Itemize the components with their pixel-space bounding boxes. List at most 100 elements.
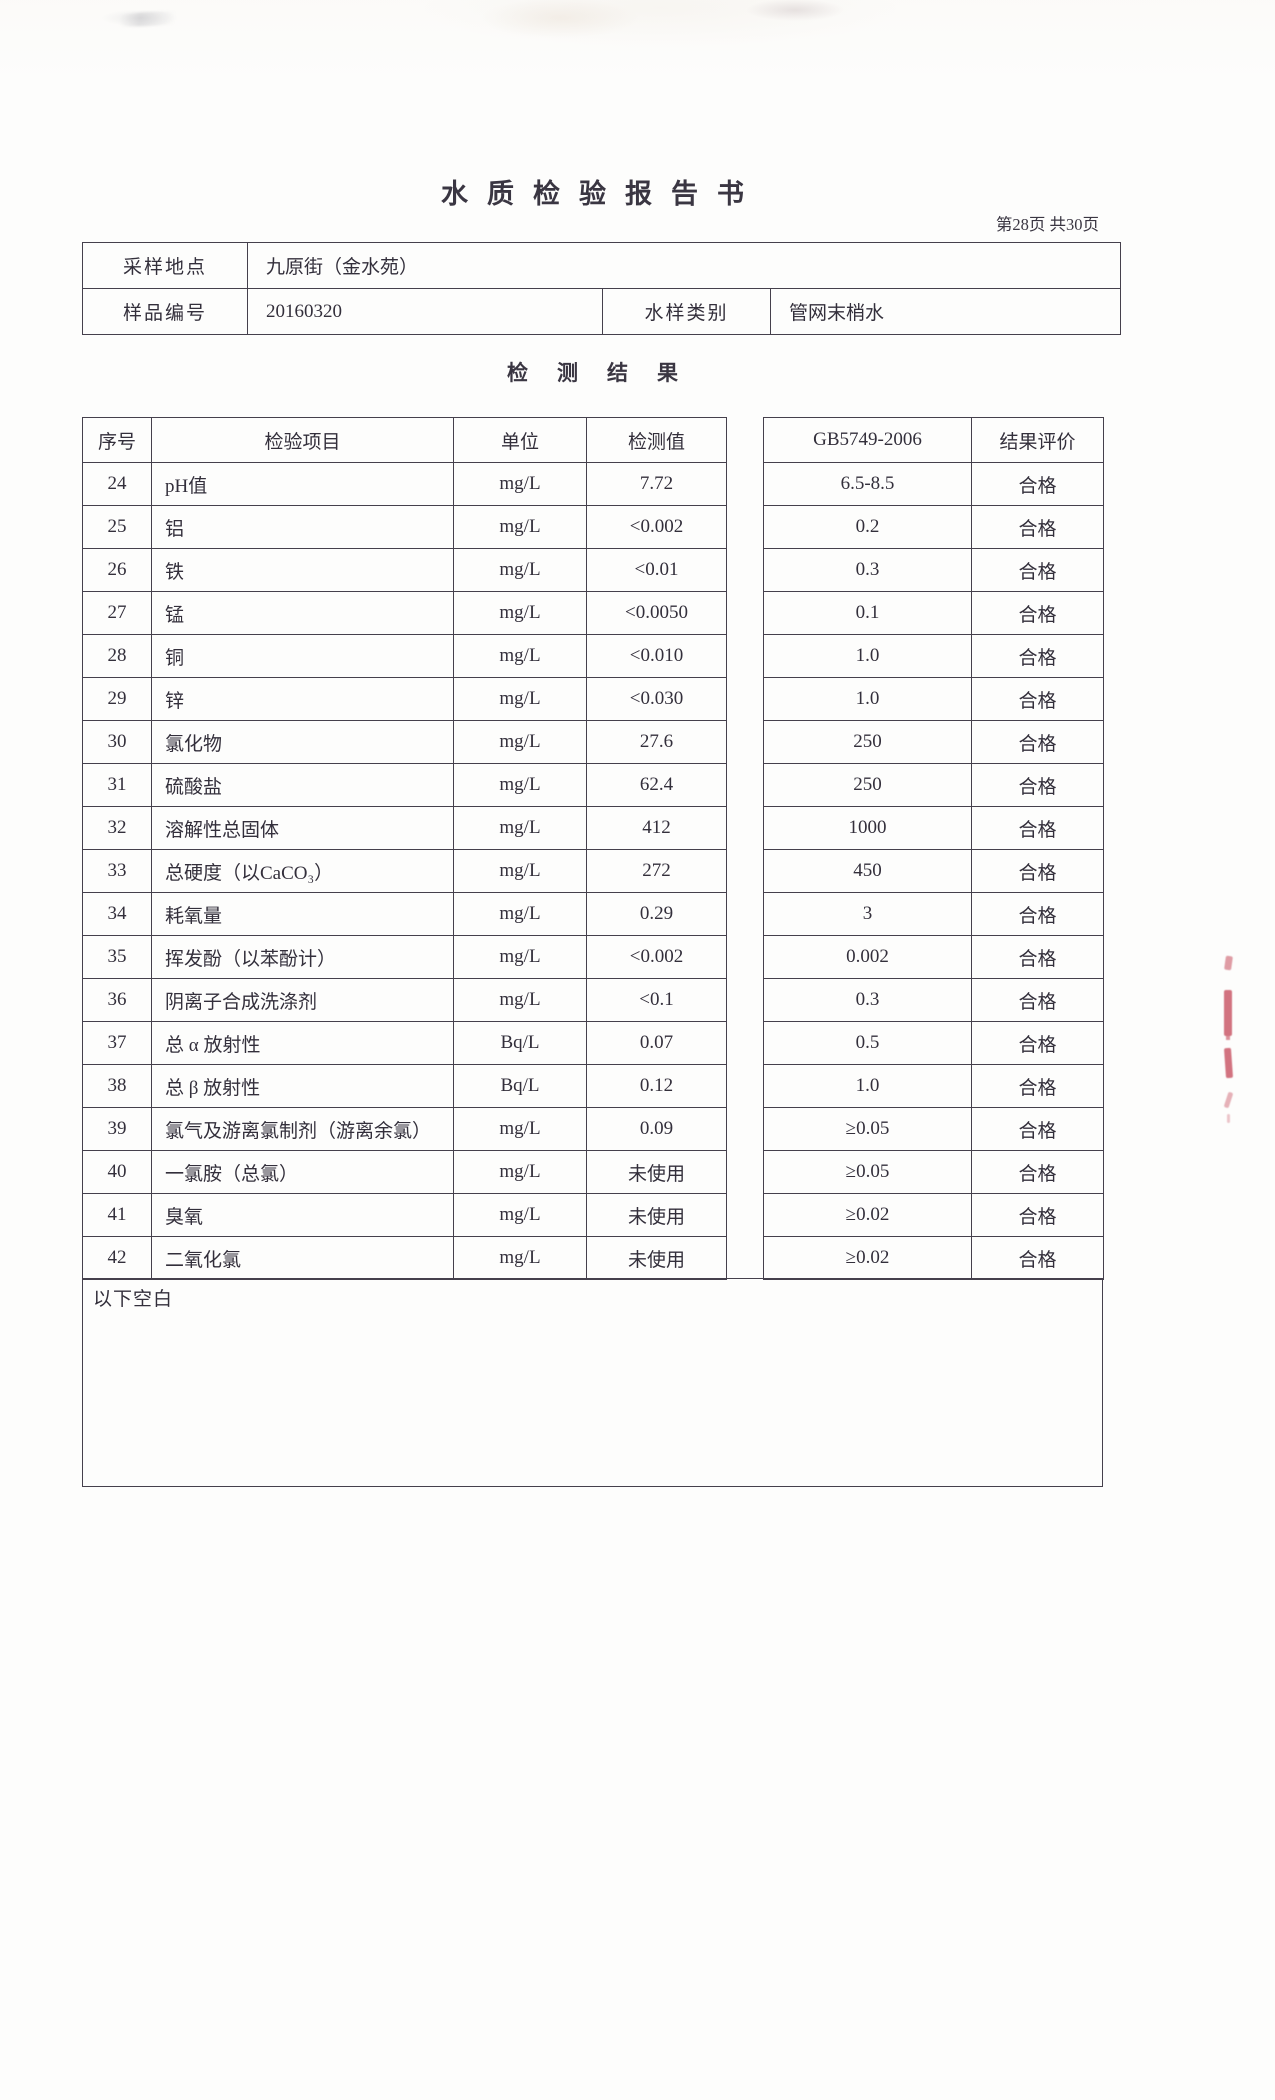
header-evaluation: 结果评价 bbox=[971, 417, 1104, 463]
cell-standard: 0.1 bbox=[763, 591, 972, 635]
cell-evaluation: 合格 bbox=[971, 935, 1104, 979]
cell-no: 25 bbox=[82, 505, 152, 549]
cell-evaluation: 合格 bbox=[971, 720, 1104, 764]
cell-standard: 450 bbox=[763, 849, 972, 893]
results-header-row: 序号 检验项目 单位 检测值 GB5749-2006 结果评价 bbox=[82, 417, 1104, 463]
header-unit: 单位 bbox=[453, 417, 587, 463]
cell-evaluation: 合格 bbox=[971, 1107, 1104, 1151]
cell-value: 未使用 bbox=[586, 1236, 727, 1280]
cell-unit: mg/L bbox=[453, 462, 587, 506]
cell-no: 30 bbox=[82, 720, 152, 764]
cell-item: 耗氧量 bbox=[151, 892, 454, 936]
blank-area-box: 以下空白 bbox=[82, 1278, 1103, 1488]
cell-unit: mg/L bbox=[453, 849, 587, 893]
cell-standard: 0.002 bbox=[763, 935, 972, 979]
cell-unit: mg/L bbox=[453, 505, 587, 549]
table-row: 30 氯化物 mg/L 27.6 250 合格 bbox=[82, 720, 1104, 764]
cell-item: 总 α 放射性 bbox=[151, 1021, 454, 1065]
cell-standard: 6.5-8.5 bbox=[763, 462, 972, 506]
cell-unit: mg/L bbox=[453, 1107, 587, 1151]
cell-value: 272 bbox=[586, 849, 727, 893]
table-row: 31 硫酸盐 mg/L 62.4 250 合格 bbox=[82, 763, 1104, 807]
cell-unit: mg/L bbox=[453, 720, 587, 764]
spacer-cell bbox=[726, 1064, 764, 1108]
red-mark-fragment bbox=[1224, 955, 1233, 971]
cell-value: <0.002 bbox=[586, 935, 727, 979]
table-row: 38 总 β 放射性 Bq/L 0.12 1.0 合格 bbox=[82, 1064, 1104, 1108]
cell-standard: ≥0.02 bbox=[763, 1193, 972, 1237]
cell-value: 0.07 bbox=[586, 1021, 727, 1065]
spacer-cell bbox=[726, 634, 764, 678]
cell-evaluation: 合格 bbox=[971, 1064, 1104, 1108]
table-row: 24 pH值 mg/L 7.72 6.5-8.5 合格 bbox=[82, 462, 1104, 506]
cell-item: 一氯胺（总氯） bbox=[151, 1150, 454, 1194]
cell-standard: 3 bbox=[763, 892, 972, 936]
table-row: 37 总 α 放射性 Bq/L 0.07 0.5 合格 bbox=[82, 1021, 1104, 1065]
cell-evaluation: 合格 bbox=[971, 978, 1104, 1022]
cell-evaluation: 合格 bbox=[971, 677, 1104, 721]
cell-no: 33 bbox=[82, 849, 152, 893]
spacer-column bbox=[726, 417, 764, 463]
cell-evaluation: 合格 bbox=[971, 849, 1104, 893]
cell-value: 0.12 bbox=[586, 1064, 727, 1108]
cell-value: 未使用 bbox=[586, 1150, 727, 1194]
cell-item: 挥发酚（以苯酚计） bbox=[151, 935, 454, 979]
cell-value: 62.4 bbox=[586, 763, 727, 807]
cell-standard: 1.0 bbox=[763, 634, 972, 678]
sample-location-value: 九原街（金水苑） bbox=[246, 242, 1122, 289]
header-item: 检验项目 bbox=[151, 417, 454, 463]
cell-no: 34 bbox=[82, 892, 152, 936]
results-section: 序号 检验项目 单位 检测值 GB5749-2006 结果评价 24 pH值 m… bbox=[82, 417, 1104, 1488]
cell-no: 27 bbox=[82, 591, 152, 635]
cell-no: 28 bbox=[82, 634, 152, 678]
cell-item: 总硬度（以CaCO₃） bbox=[151, 849, 454, 893]
cell-unit: mg/L bbox=[453, 634, 587, 678]
cell-standard: 250 bbox=[763, 720, 972, 764]
cell-item: 二氧化氯 bbox=[151, 1236, 454, 1280]
cell-unit: mg/L bbox=[453, 1150, 587, 1194]
cell-unit: mg/L bbox=[453, 978, 587, 1022]
spacer-cell bbox=[726, 548, 764, 592]
page-indicator: 第28页 共30页 bbox=[995, 215, 1099, 234]
spacer-cell bbox=[726, 505, 764, 549]
water-type-label: 水样类别 bbox=[602, 288, 771, 335]
table-row: 36 阴离子合成洗涤剂 mg/L <0.1 0.3 合格 bbox=[82, 978, 1104, 1022]
cell-standard: 1.0 bbox=[763, 677, 972, 721]
cell-standard: 0.3 bbox=[763, 978, 972, 1022]
cell-item: 锰 bbox=[151, 591, 454, 635]
cell-standard: ≥0.05 bbox=[763, 1150, 972, 1194]
cell-evaluation: 合格 bbox=[971, 548, 1104, 592]
cell-standard: ≥0.05 bbox=[763, 1107, 972, 1151]
cell-evaluation: 合格 bbox=[971, 634, 1104, 678]
spacer-cell bbox=[726, 935, 764, 979]
cell-unit: mg/L bbox=[453, 548, 587, 592]
section-title: 检测结果 bbox=[507, 361, 707, 385]
spacer-cell bbox=[726, 591, 764, 635]
cell-value: 412 bbox=[586, 806, 727, 850]
cell-item: 铁 bbox=[151, 548, 454, 592]
header-value: 检测值 bbox=[586, 417, 727, 463]
cell-value: <0.01 bbox=[586, 548, 727, 592]
cell-item: 氯气及游离氯制剂（游离余氯） bbox=[151, 1107, 454, 1151]
header-standard: GB5749-2006 bbox=[763, 417, 972, 463]
spacer-cell bbox=[726, 763, 764, 807]
cell-unit: mg/L bbox=[453, 763, 587, 807]
cell-evaluation: 合格 bbox=[971, 1193, 1104, 1237]
cell-value: 27.6 bbox=[586, 720, 727, 764]
cell-evaluation: 合格 bbox=[971, 1150, 1104, 1194]
cell-evaluation: 合格 bbox=[971, 591, 1104, 635]
document-title: 水质检验报告书 bbox=[441, 179, 763, 209]
sample-number-value: 20160320 bbox=[247, 288, 603, 335]
cell-standard: 1000 bbox=[763, 806, 972, 850]
cell-unit: mg/L bbox=[453, 892, 587, 936]
cell-item: 硫酸盐 bbox=[151, 763, 454, 807]
water-type-value: 管网末梢水 bbox=[769, 288, 1122, 335]
cell-item: 铝 bbox=[151, 505, 454, 549]
table-row: 33 总硬度（以CaCO₃） mg/L 272 450 合格 bbox=[82, 849, 1104, 893]
cell-no: 35 bbox=[82, 935, 152, 979]
table-row: 29 锌 mg/L <0.030 1.0 合格 bbox=[82, 677, 1104, 721]
cell-item: pH值 bbox=[151, 462, 454, 506]
cell-value: <0.030 bbox=[586, 677, 727, 721]
table-row: 39 氯气及游离氯制剂（游离余氯） mg/L 0.09 ≥0.05 合格 bbox=[82, 1107, 1104, 1151]
cell-item: 总 β 放射性 bbox=[151, 1064, 454, 1108]
